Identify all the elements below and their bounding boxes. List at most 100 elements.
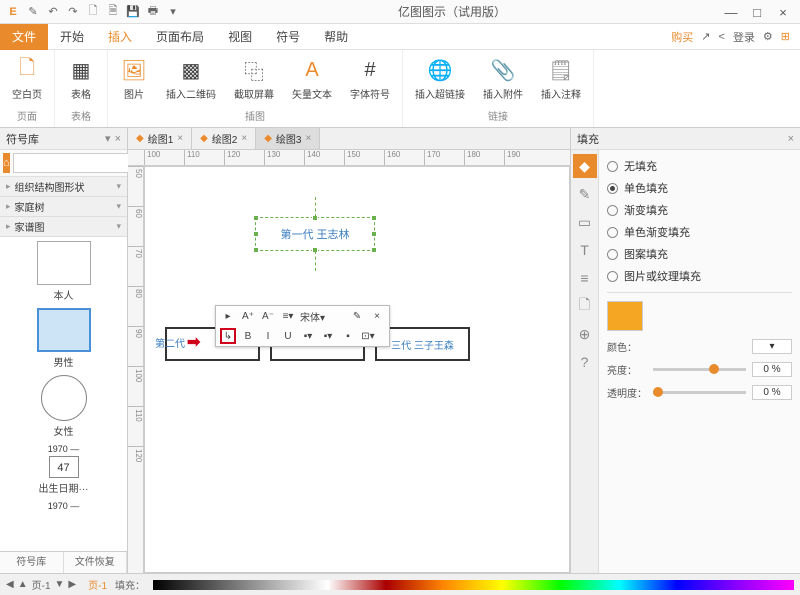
- qat-print-icon[interactable]: 🖶: [146, 5, 160, 19]
- tab-start[interactable]: 开始: [48, 24, 96, 50]
- panel-menu-icon[interactable]: ▾: [105, 132, 111, 145]
- ft-btn[interactable]: A⁺: [240, 308, 256, 324]
- ribbon-图片[interactable]: 🖼图片: [116, 54, 152, 108]
- doc-tab-绘图2[interactable]: ◆绘图2×: [192, 128, 256, 149]
- qat-undo-icon[interactable]: ↶: [46, 5, 60, 19]
- rp-tool-7[interactable]: ?: [573, 350, 597, 374]
- fill-option-3[interactable]: 单色渐变填充: [607, 224, 792, 240]
- left-panel: 符号库 ▾ × ⌂ 🔍 ▸组织结构图形状▾▸家庭树▾▸家谱图▾ 本人 男性 女性: [0, 128, 128, 573]
- home-button[interactable]: ⌂: [3, 153, 10, 173]
- fill-option-0[interactable]: 无填充: [607, 158, 792, 174]
- rp-tool-1[interactable]: ✎: [573, 182, 597, 206]
- tab-file[interactable]: 文件: [0, 24, 48, 50]
- child3-text: 三代 三子王森: [377, 337, 468, 352]
- ribbon-插入附件[interactable]: 📎插入附件: [479, 54, 527, 108]
- qat-edit-icon[interactable]: ✎: [26, 5, 40, 19]
- shape-female[interactable]: 女性: [4, 375, 123, 438]
- close-tab-icon[interactable]: ×: [241, 133, 247, 144]
- qat-redo-icon[interactable]: ↷: [66, 5, 80, 19]
- minimize-button[interactable]: —: [724, 5, 738, 19]
- rp-tool-5[interactable]: 🗋: [573, 294, 597, 318]
- buy-link[interactable]: 购买: [671, 29, 693, 45]
- fill-panel-close-icon[interactable]: ×: [788, 133, 794, 145]
- close-tab-icon[interactable]: ×: [177, 133, 183, 144]
- shape-self[interactable]: 本人: [4, 241, 123, 302]
- ft-btn[interactable]: ×: [369, 308, 385, 324]
- rp-tool-0[interactable]: ◆: [573, 154, 597, 178]
- selected-node[interactable]: 第一代 王志林: [255, 217, 375, 251]
- rp-tool-2[interactable]: ▭: [573, 210, 597, 234]
- tab-view[interactable]: 视图: [216, 24, 264, 50]
- apps-icon[interactable]: ⊞: [781, 30, 790, 43]
- ribbon-空白页[interactable]: 🗋空白页: [8, 54, 46, 108]
- ft-btn[interactable]: ▸: [220, 308, 236, 324]
- tab-help[interactable]: 帮助: [312, 24, 360, 50]
- close-tab-icon[interactable]: ×: [305, 133, 311, 144]
- ft-btn[interactable]: A⁻: [260, 308, 276, 324]
- color-dropdown[interactable]: ▾: [752, 339, 792, 354]
- doc-tab-绘图3[interactable]: ◆绘图3×: [256, 128, 320, 149]
- page-nav[interactable]: ◀▲页-1▼▶ 页-1: [6, 577, 107, 592]
- ribbon-截取屏幕[interactable]: ⿻截取屏幕: [230, 54, 278, 108]
- qat-more-icon[interactable]: ▾: [166, 5, 180, 19]
- color-label: 颜色：: [607, 339, 647, 354]
- tab-symbols[interactable]: 符号: [264, 24, 312, 50]
- shape-male[interactable]: 男性: [4, 308, 123, 369]
- fill-option-2[interactable]: 渐变填充: [607, 202, 792, 218]
- ft-btn[interactable]: B: [240, 328, 256, 344]
- shape-year2[interactable]: 1970 —: [4, 501, 123, 511]
- ribbon-矢量文本[interactable]: A矢量文本: [288, 54, 336, 108]
- canvas[interactable]: 第一代 王志林 三代 三子王森 第二代 ➡ ▸A⁺A⁻≡▾宋体▾✎× ↳BIU▪…: [144, 166, 570, 573]
- shape-year[interactable]: 1970 — 47 出生日期···: [4, 444, 123, 495]
- settings-icon[interactable]: ⚙: [763, 30, 773, 43]
- main-row: 符号库 ▾ × ⌂ 🔍 ▸组织结构图形状▾▸家庭树▾▸家谱图▾ 本人 男性 女性: [0, 128, 800, 573]
- ft-btn[interactable]: [329, 308, 345, 324]
- panel-close-icon[interactable]: ×: [115, 133, 121, 145]
- transparency-slider[interactable]: [653, 391, 746, 394]
- category-组织结构图形状[interactable]: ▸组织结构图形状▾: [0, 177, 127, 197]
- ribbon-插入二维码[interactable]: ▩插入二维码: [162, 54, 220, 108]
- qat-save-icon[interactable]: 💾: [126, 5, 140, 19]
- fill-option-1[interactable]: 单色填充: [607, 180, 792, 196]
- tab-insert[interactable]: 插入: [96, 24, 144, 50]
- fill-option-5[interactable]: 图片或纹理填充: [607, 268, 792, 284]
- ribbon-表格[interactable]: ▦表格: [63, 54, 99, 108]
- color-strip[interactable]: [153, 580, 794, 590]
- fill-option-4[interactable]: 图案填充: [607, 246, 792, 262]
- maximize-button[interactable]: □: [750, 5, 764, 19]
- brightness-slider[interactable]: [653, 368, 746, 371]
- share-icon[interactable]: ↗: [701, 30, 710, 43]
- tab-layout[interactable]: 页面布局: [144, 24, 216, 50]
- rp-tool-3[interactable]: T: [573, 238, 597, 262]
- qat-open-icon[interactable]: 🗎: [106, 5, 120, 19]
- qat-logo[interactable]: E: [6, 5, 20, 19]
- qat-new-icon[interactable]: 🗋: [86, 5, 100, 19]
- floating-toolbar: ▸A⁺A⁻≡▾宋体▾✎× ↳BIU▪▾▪▾▪⊡▾: [215, 305, 390, 347]
- tab-symbol-lib[interactable]: 符号库: [0, 552, 64, 573]
- ribbon-插入超链接[interactable]: 🌐插入超链接: [411, 54, 469, 108]
- ribbon-插入注释[interactable]: 🗒插入注释: [537, 54, 585, 108]
- ft-btn[interactable]: U: [280, 328, 296, 344]
- doc-tab-绘图1[interactable]: ◆绘图1×: [128, 128, 192, 149]
- ft-btn[interactable]: ▪: [340, 328, 356, 344]
- category-家谱图[interactable]: ▸家谱图▾: [0, 217, 127, 237]
- transparency-value[interactable]: 0 %: [752, 385, 792, 400]
- ft-btn[interactable]: I: [260, 328, 276, 344]
- login-link[interactable]: 登录: [733, 29, 755, 45]
- close-button[interactable]: ×: [776, 5, 790, 19]
- category-家庭树[interactable]: ▸家庭树▾: [0, 197, 127, 217]
- rp-tool-6[interactable]: ⊕: [573, 322, 597, 346]
- color-swatch[interactable]: [607, 301, 643, 331]
- ft-btn[interactable]: 宋体▾: [300, 308, 325, 324]
- ft-btn[interactable]: ≡▾: [280, 308, 296, 324]
- ft-btn[interactable]: ↳: [220, 328, 236, 344]
- ribbon-字体符号[interactable]: #字体符号: [346, 54, 394, 108]
- rp-tool-4[interactable]: ≡: [573, 266, 597, 290]
- ft-btn[interactable]: ✎: [349, 308, 365, 324]
- ft-btn[interactable]: ▪▾: [320, 328, 336, 344]
- ft-btn[interactable]: ▪▾: [300, 328, 316, 344]
- ft-btn[interactable]: ⊡▾: [360, 328, 376, 344]
- share2-icon[interactable]: <: [718, 31, 724, 43]
- brightness-value[interactable]: 0 %: [752, 362, 792, 377]
- tab-file-recovery[interactable]: 文件恢复: [64, 552, 128, 573]
